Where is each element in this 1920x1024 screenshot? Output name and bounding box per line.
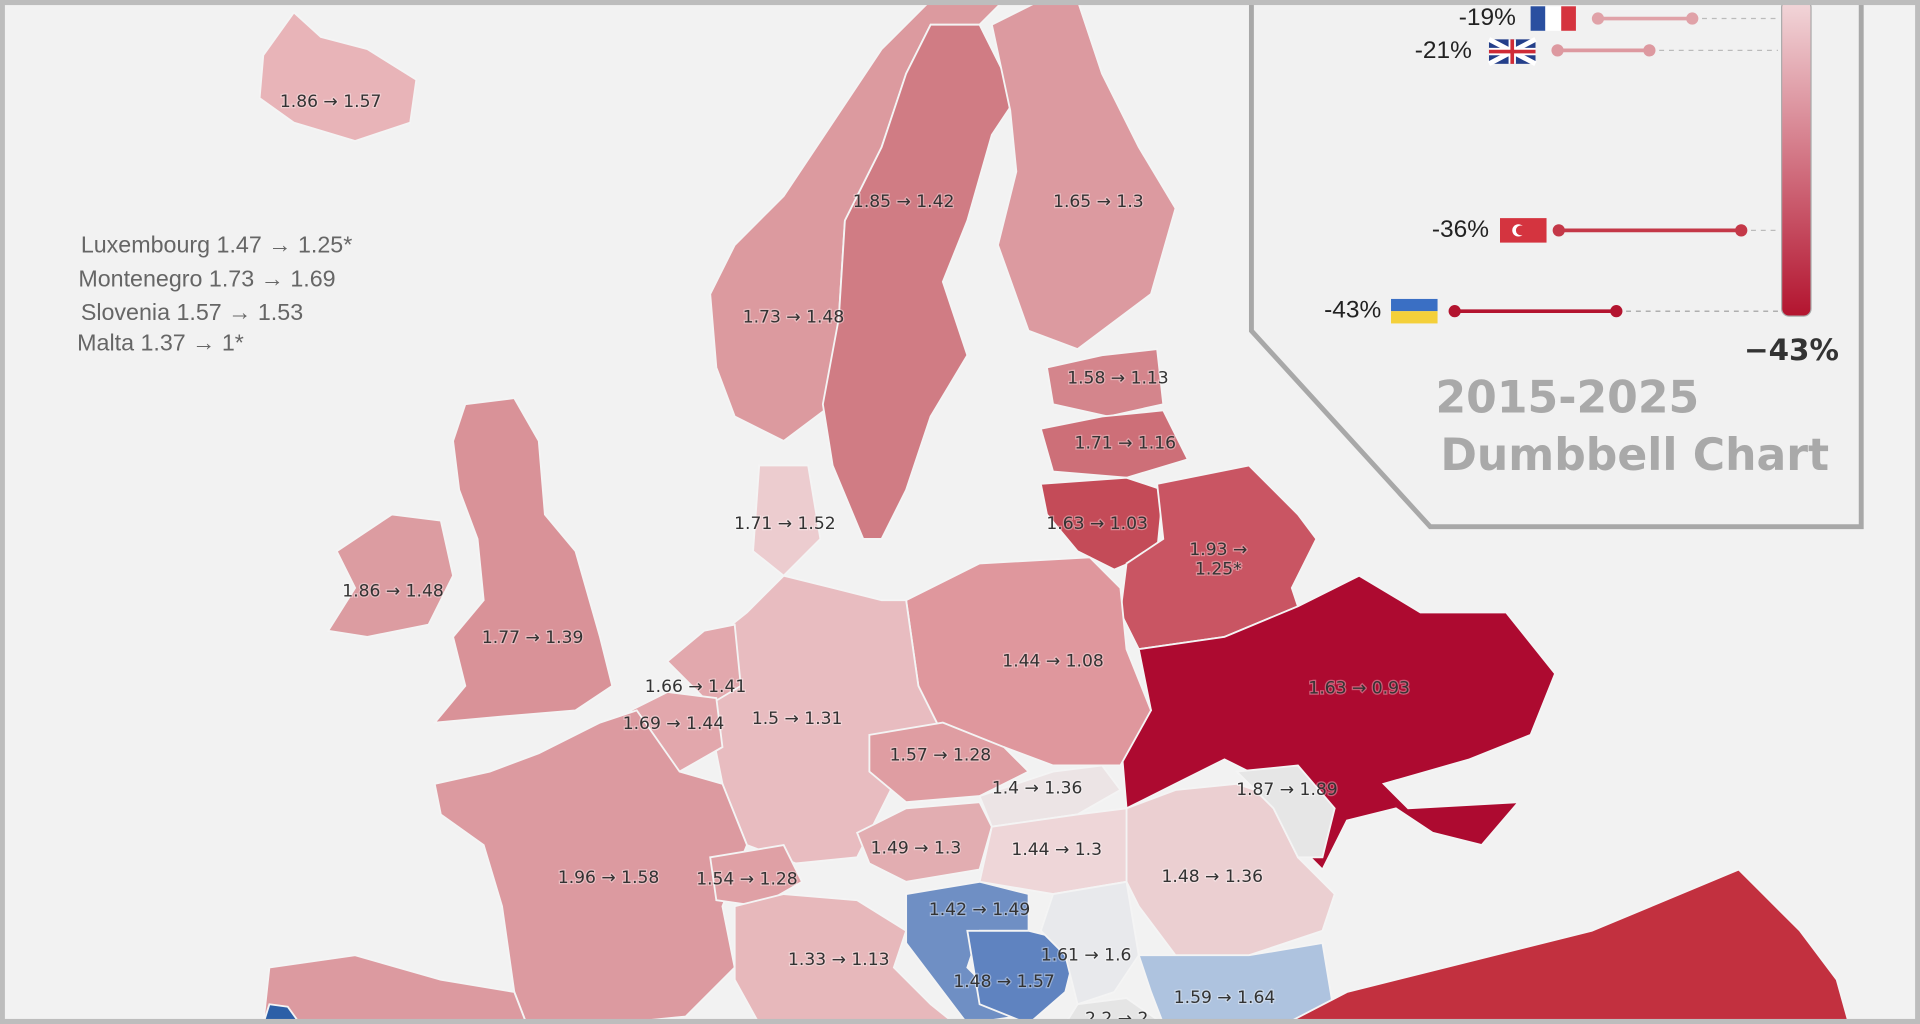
row-change: -19% (1459, 4, 1516, 31)
ukraine (1119, 574, 1557, 872)
estonia (1045, 348, 1165, 418)
region-label: 1.54 → 1.28 (696, 869, 797, 889)
region-label: 1.58 → 1.13 (1067, 369, 1169, 389)
inset-frame (1248, 0, 1864, 530)
region-label: 1.61 → 1.6 (1041, 945, 1132, 965)
region-label: 1.63 → 1.03 (1046, 514, 1148, 534)
region-label: 1.33 → 1.13 (788, 950, 890, 970)
inset-title: 2015-2025 (1436, 373, 1700, 424)
moldova (1234, 764, 1336, 859)
sweden (821, 23, 1018, 540)
region-label: 1.44 → 1.08 (1002, 651, 1104, 671)
denmark (752, 464, 822, 577)
region-label: 1.49 → 1.3 (871, 839, 962, 859)
bosnia (966, 929, 1079, 1024)
regions (258, 0, 1850, 1024)
dumbbell-end (1551, 44, 1564, 57)
region-label: 1.86 → 1.57 (280, 92, 382, 112)
region-label: 1.96 → 1.58 (558, 868, 660, 888)
inset-subtitle: Dumbbell Chart (1440, 430, 1829, 481)
ireland (326, 513, 455, 638)
note: Slovenia 1.57 → 1.53 (81, 299, 303, 325)
serbia (1039, 880, 1140, 1006)
region-label: 1.66 → 1.41 (645, 677, 747, 697)
region-label: 1.86 → 1.48 (342, 582, 444, 602)
region-label: 1.85 → 1.42 (853, 192, 954, 212)
dumbbell-end (1610, 305, 1623, 318)
color-bar (1781, 0, 1812, 317)
flag-ukraine (1391, 298, 1438, 324)
region-label: 1.5 → 1.31 (752, 709, 843, 729)
region-label: 1.4 → 1.36 (992, 779, 1083, 799)
region-label: 1.48 → 1.36 (1161, 867, 1263, 887)
region-label: 1.87 → 1.89 (1236, 780, 1337, 800)
region-label: 1.48 → 1.57 (953, 972, 1055, 992)
dumbbell-end (1643, 44, 1656, 57)
united-kingdom (432, 397, 614, 724)
bulgaria (1137, 941, 1336, 1024)
dumbbell-end (1735, 224, 1748, 237)
austria (855, 801, 993, 883)
france (433, 709, 748, 1024)
italy (733, 893, 957, 1024)
note: Malta 1.37 → 1* (77, 329, 244, 355)
czechia (868, 721, 1031, 804)
iceland (258, 11, 418, 142)
region-label: 1.42 → 1.49 (929, 900, 1030, 920)
turkey (1285, 868, 1850, 1024)
dumbbell-end (1686, 12, 1699, 25)
color-bar-label: −43% (1744, 333, 1839, 367)
region-label: 1.25* (1195, 560, 1242, 580)
latvia (1039, 409, 1190, 479)
dumbbell-end (1448, 305, 1461, 318)
note: Montenegro 1.73 → 1.69 (78, 266, 335, 292)
dumbbell-end (1552, 224, 1565, 237)
region-labels: 1.86 → 1.57 1.73 → 1.48 1.85 → 1.42 1.65… (279, 91, 1412, 1024)
region-label: 1.69 → 1.44 (623, 714, 725, 734)
flag-turkey (1500, 218, 1547, 243)
flag-uk (1487, 37, 1537, 67)
region-label: 1.63 → 0.93 (1308, 678, 1409, 698)
region-label: 1.57 → 1.28 (890, 746, 992, 766)
row-change: -36% (1432, 216, 1489, 243)
region-label: 1.77 → 1.39 (482, 628, 584, 648)
region-label: 1.59 → 1.64 (1174, 988, 1275, 1008)
region-label: 1.71 → 1.16 (1075, 433, 1177, 453)
row-change: -21% (1415, 37, 1472, 64)
region-label: 1.65 → 1.3 (1053, 192, 1144, 212)
inset: −43% 2015-2025 Dumbbell Chart -19% -21% … (1248, 0, 1864, 530)
region-label: 1.44 → 1.3 (1011, 840, 1102, 860)
region-label: 1.93 → (1189, 540, 1247, 560)
region-label: 1.71 → 1.52 (734, 514, 836, 534)
region-label: 1.73 → 1.48 (743, 307, 845, 327)
flag-france (1530, 6, 1576, 31)
row-change: -43% (1324, 297, 1381, 324)
dumbbell-end (1591, 12, 1605, 25)
note: Luxembourg 1.47 → 1.25* (81, 231, 352, 257)
notes: Luxembourg 1.47 → 1.25* Montenegro 1.73 … (77, 231, 352, 355)
